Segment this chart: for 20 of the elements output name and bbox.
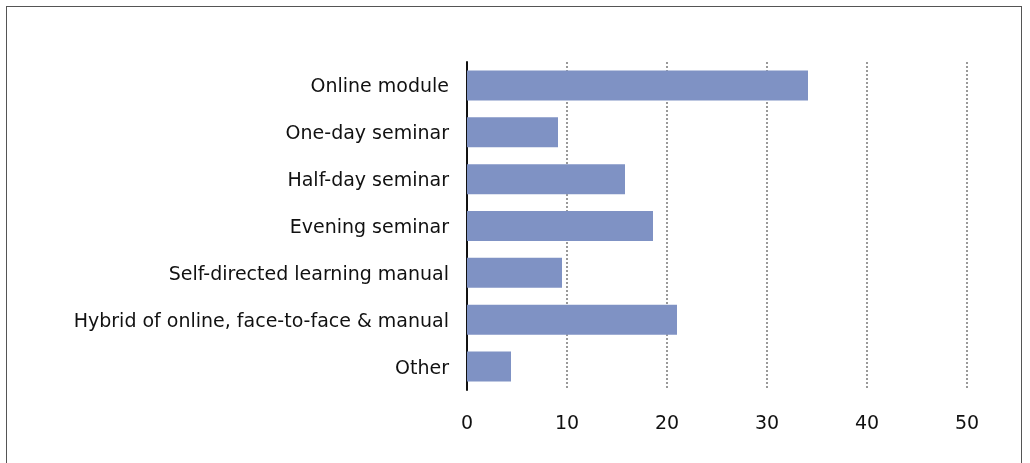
y-tick-label: One-day seminar xyxy=(285,121,450,144)
bar xyxy=(467,164,625,195)
bar xyxy=(467,351,511,382)
bar xyxy=(467,257,562,288)
y-tick-label: Self-directed learning manual xyxy=(168,261,449,284)
x-tick-label: 30 xyxy=(754,410,780,433)
x-tick-label: 20 xyxy=(654,410,680,433)
x-tick-label: 0 xyxy=(460,410,474,433)
x-tick-label: 10 xyxy=(554,410,580,433)
bar xyxy=(467,211,653,241)
y-tick-label: Other xyxy=(395,355,450,378)
x-tick-label: 50 xyxy=(954,410,980,433)
x-tick-label: 40 xyxy=(854,410,880,433)
bar xyxy=(467,70,808,101)
y-tick-label: Hybrid of online, face-to-face & manual xyxy=(73,308,449,331)
y-tick-label: Evening seminar xyxy=(289,215,450,237)
bar xyxy=(467,117,558,148)
y-tick-label: Half-day seminar xyxy=(287,168,450,191)
y-tick-label: Online module xyxy=(310,74,449,97)
bar xyxy=(467,304,677,335)
